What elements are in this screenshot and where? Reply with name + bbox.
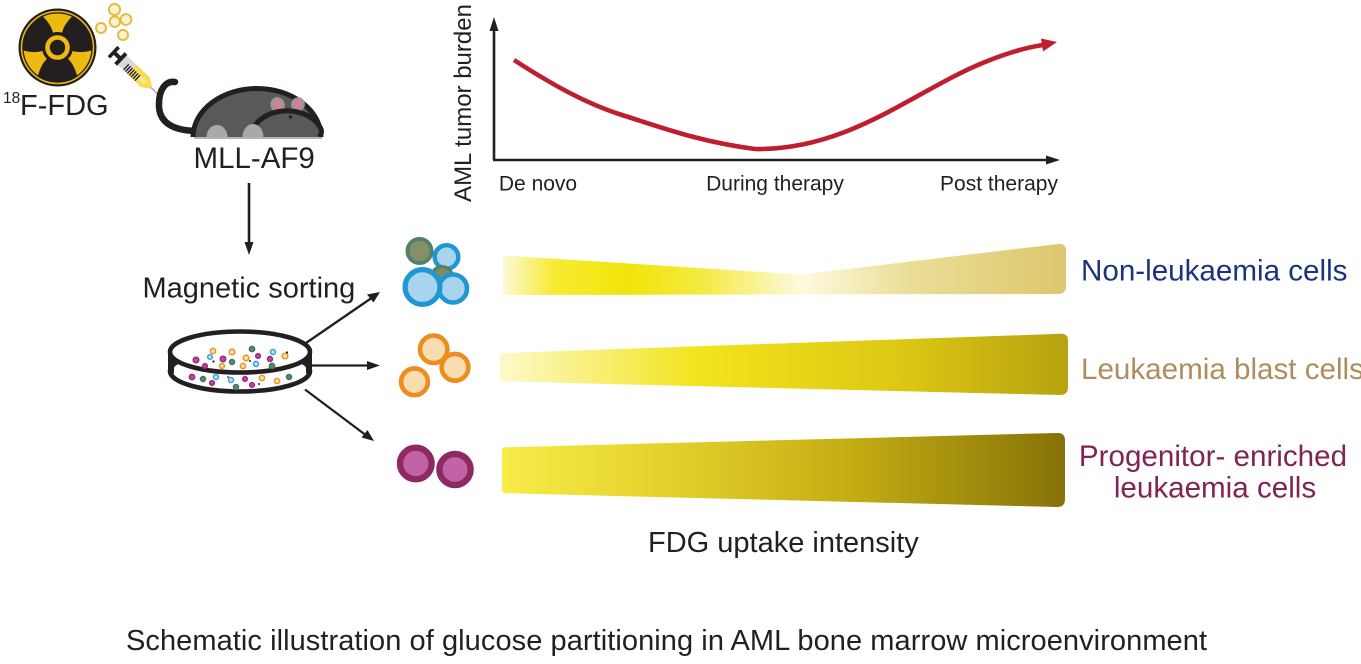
svg-text:De novo: De novo (499, 173, 577, 196)
svg-text:Non-leukaemia cells: Non-leukaemia cells (1081, 255, 1347, 288)
svg-text:AML tumor burden: AML tumor burden (450, 4, 477, 202)
svg-text:During therapy: During therapy (706, 173, 844, 196)
svg-text:Progenitor- enriched: Progenitor- enriched (1079, 440, 1347, 473)
svg-text:Post therapy: Post therapy (940, 173, 1058, 196)
svg-text:Leukaemia blast cells: Leukaemia blast cells (1081, 353, 1361, 386)
svg-text:18: 18 (3, 90, 20, 107)
svg-text:Schematic illustration of gluc: Schematic illustration of glucose partit… (126, 625, 1207, 657)
svg-text:MLL-AF9: MLL-AF9 (194, 142, 315, 175)
svg-text:F-FDG: F-FDG (20, 90, 109, 122)
svg-text:Magnetic sorting: Magnetic sorting (143, 273, 356, 305)
svg-text:FDG uptake intensity: FDG uptake intensity (648, 527, 919, 559)
svg-text:leukaemia cells: leukaemia cells (1114, 472, 1316, 505)
